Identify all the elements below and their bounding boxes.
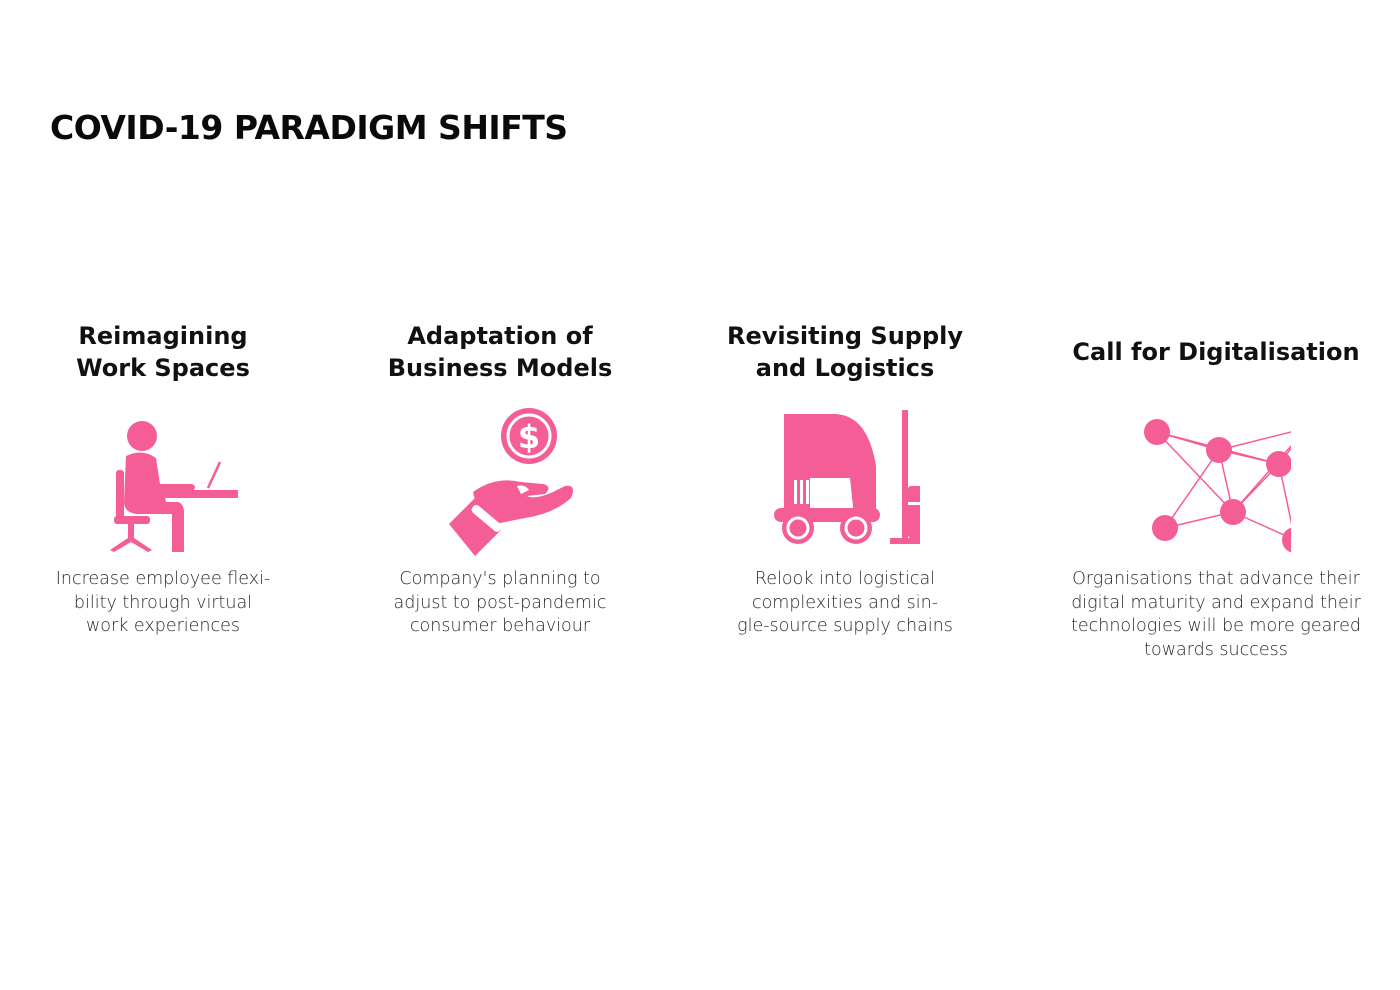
column-heading: Reimagining Work Spaces (76, 322, 250, 382)
column-heading: Revisiting Supply and Logistics (726, 322, 964, 382)
column-description: Relook into logistical complexities and … (737, 569, 953, 636)
page-title: COVID-19 PARADIGM SHIFTS (50, 108, 568, 147)
column-digitalisation: Call for Digitalisation O (1046, 316, 1386, 676)
hand-holding-dollar-coin-icon: $ (449, 408, 573, 556)
forklift-with-box-icon (774, 410, 920, 544)
column-business-models: Adaptation of Business Models $ Company'… (330, 316, 670, 676)
svg-text:$: $ (518, 418, 540, 456)
column-description: Increase employee flexi- bility through … (55, 569, 271, 636)
column-heading: Adaptation of Business Models (387, 322, 613, 382)
column-work-spaces: Reimagining Work Spaces Increase employe… (0, 316, 333, 676)
column-description: Company's planning to adjust to post-pan… (393, 569, 607, 636)
column-supply-logistics: Revisiting Supply and Logistics Relo (675, 316, 1015, 676)
person-at-desk-laptop-icon (110, 421, 238, 552)
network-nodes-icon (1144, 419, 1291, 553)
column-description: Organisations that advance their digital… (1071, 569, 1361, 660)
column-heading: Call for Digitalisation (1072, 338, 1360, 366)
